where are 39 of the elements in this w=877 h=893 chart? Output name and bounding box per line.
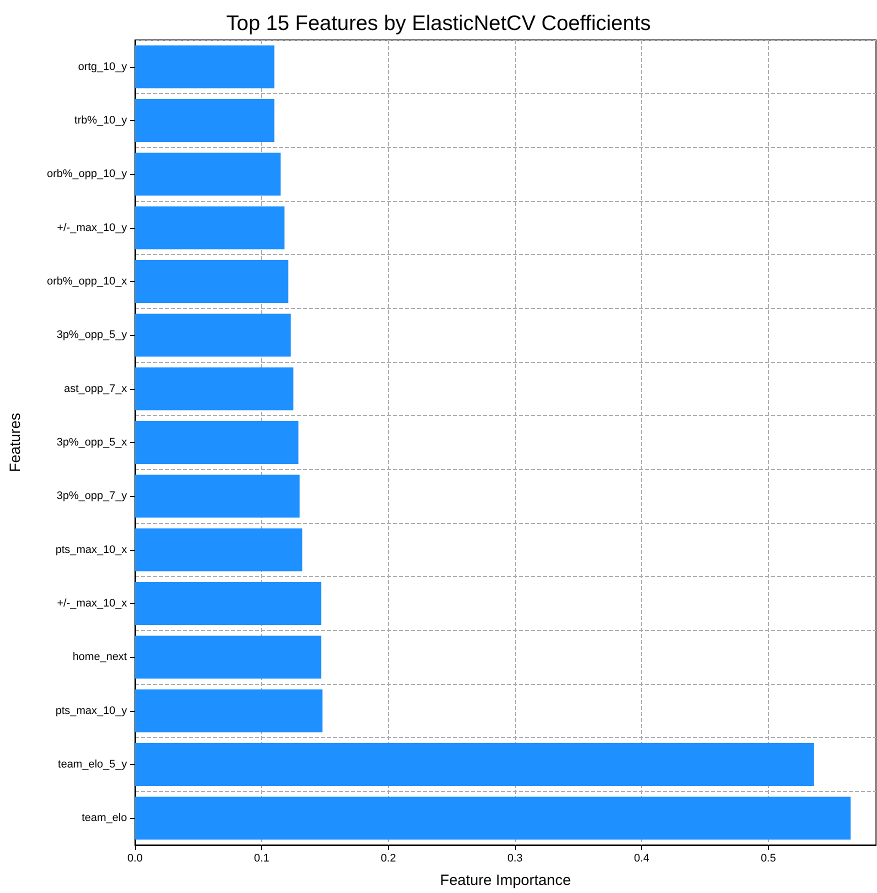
y-tick-label: 3p%_opp_5_x [56, 436, 128, 448]
bar [135, 636, 322, 679]
y-tick-label: pts_max_10_y [55, 704, 128, 717]
bar [135, 99, 274, 142]
bar [135, 474, 300, 518]
y-tick-label: ortg_10_y [78, 60, 128, 73]
y-tick-label: pts_max_10_x [55, 544, 128, 556]
y-tick-label: ast_opp_7_x [64, 382, 128, 395]
x-tick-label: 0.5 [760, 852, 776, 864]
bar [135, 152, 281, 196]
bar [135, 314, 291, 357]
y-tick-label: team_elo [82, 812, 127, 824]
x-tick-label: 0.0 [127, 852, 143, 864]
x-axis-title: Feature Importance [440, 872, 571, 889]
x-tick-label: 0.2 [380, 852, 396, 864]
bar [135, 796, 851, 840]
y-tick-label: 3p%_opp_5_y [56, 329, 128, 342]
bar [135, 45, 274, 88]
y-tick-label: 3p%_opp_7_y [56, 490, 128, 502]
bar [135, 367, 294, 410]
bar [135, 689, 322, 732]
bar [135, 582, 322, 625]
bar [135, 528, 302, 572]
bar [135, 743, 814, 786]
x-tick-label: 0.4 [634, 852, 650, 864]
y-tick-label: +/-_max_10_y [56, 222, 128, 234]
x-tick-label: 0.1 [254, 852, 270, 864]
y-tick-label: orb%_opp_10_y [46, 168, 128, 180]
bar [135, 260, 288, 303]
bar [135, 421, 298, 464]
y-tick-label: team_elo_5_y [58, 758, 128, 770]
y-axis-title: Features [7, 412, 24, 472]
y-tick-label: +/-_max_10_x [56, 598, 128, 610]
y-tick-label: home_next [72, 651, 127, 664]
y-tick-label: trb%_10_y [74, 114, 128, 126]
chart-title: Top 15 Features by ElasticNetCV Coefficients [226, 12, 651, 35]
y-tick-label: orb%_opp_10_x [46, 276, 128, 288]
bar [135, 206, 284, 250]
x-tick-label: 0.3 [507, 852, 523, 864]
